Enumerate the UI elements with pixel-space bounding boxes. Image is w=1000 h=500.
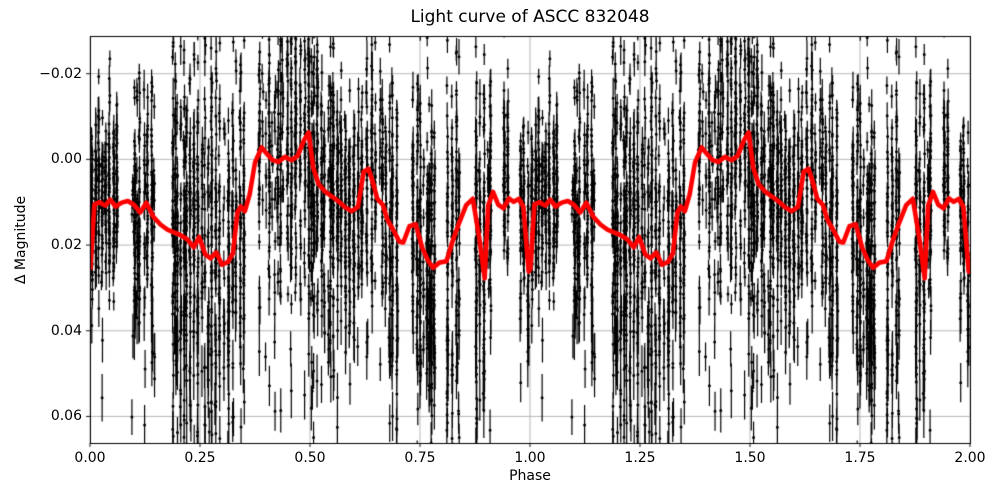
- y-tick-label: 0.02: [50, 237, 82, 254]
- x-tick-label: 0.75: [404, 450, 436, 466]
- x-tick-label: 1.25: [624, 450, 656, 466]
- y-tick-label: −0.02: [39, 65, 82, 82]
- y-tick-label: 0.06: [50, 408, 82, 425]
- x-tick-label: 0.25: [184, 450, 216, 466]
- chart-title: Light curve of ASCC 832048: [410, 7, 650, 27]
- x-tick-label: 0.50: [294, 450, 326, 466]
- x-tick-label: 0.00: [74, 450, 106, 466]
- x-tick-label: 2.00: [954, 450, 986, 466]
- x-tick-label: 1.75: [844, 450, 876, 466]
- y-tick-label: 0.04: [50, 322, 82, 339]
- x-tick-label: 1.50: [734, 450, 766, 466]
- x-tick-label: 1.00: [514, 450, 546, 466]
- x-axis-label: Phase: [509, 468, 551, 484]
- y-tick-label: 0.00: [50, 151, 82, 168]
